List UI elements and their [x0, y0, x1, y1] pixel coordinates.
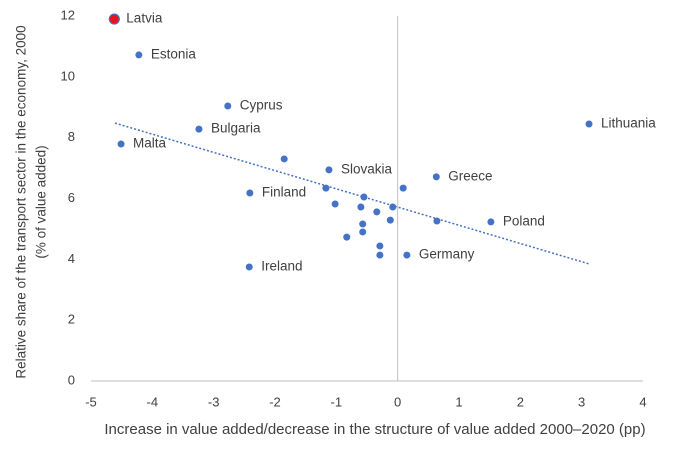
y-tick-label: 4 — [68, 251, 75, 266]
point — [280, 155, 288, 163]
y-tick-label: 2 — [68, 312, 75, 327]
point-label: Lithuania — [601, 116, 656, 131]
point — [433, 217, 441, 225]
point — [331, 200, 339, 208]
x-tick-label: 4 — [639, 394, 646, 409]
y-tick-label: 6 — [68, 190, 75, 205]
x-tick-label: -4 — [147, 394, 159, 409]
x-tick-label: 1 — [455, 394, 462, 409]
y-tick-label: 12 — [61, 7, 75, 22]
point — [325, 166, 333, 174]
trendline — [114, 122, 590, 265]
point-label: Poland — [503, 213, 545, 228]
x-tick-label: -1 — [331, 394, 343, 409]
point — [403, 251, 411, 259]
point — [245, 263, 253, 271]
x-tick-label: 0 — [394, 394, 401, 409]
x-tick-label: 2 — [517, 394, 524, 409]
point-label: Latvia — [126, 11, 163, 26]
point-label: Cyprus — [240, 98, 283, 113]
point — [585, 120, 593, 128]
y-tick-label: 10 — [61, 68, 75, 83]
x-tick-label: -3 — [208, 394, 220, 409]
y-tick-label: 0 — [68, 372, 75, 387]
y-axis-title: Relative share of the transport sector i… — [14, 25, 29, 378]
point — [386, 216, 394, 224]
x-tick-label: -2 — [269, 394, 281, 409]
x-tick-label: -5 — [85, 394, 97, 409]
point — [399, 184, 407, 192]
point — [135, 51, 143, 59]
point — [343, 233, 351, 241]
point — [432, 173, 440, 181]
point-label: Malta — [133, 136, 167, 151]
point-label: Germany — [419, 247, 475, 262]
point — [487, 218, 495, 226]
point-label: Slovakia — [341, 161, 393, 176]
point — [224, 102, 232, 110]
point — [322, 184, 330, 192]
point — [108, 13, 120, 25]
point — [360, 193, 368, 201]
point — [376, 251, 384, 259]
point-label: Bulgaria — [211, 121, 261, 136]
y-tick-label: 8 — [68, 129, 75, 144]
point — [357, 203, 365, 211]
point — [195, 125, 203, 133]
point-label: Ireland — [261, 259, 302, 274]
point — [359, 228, 367, 236]
point — [359, 220, 367, 228]
point-label: Estonia — [151, 46, 197, 61]
point — [389, 203, 397, 211]
point-label: Finland — [262, 185, 306, 200]
point — [246, 189, 254, 197]
point — [376, 242, 384, 250]
x-axis-title: Increase in value added/decrease in the … — [104, 421, 645, 438]
point — [117, 140, 125, 148]
x-tick-label: 3 — [578, 394, 585, 409]
point — [373, 208, 381, 216]
y-axis-title: (% of value added) — [34, 145, 49, 258]
point-label: Greece — [448, 168, 492, 183]
